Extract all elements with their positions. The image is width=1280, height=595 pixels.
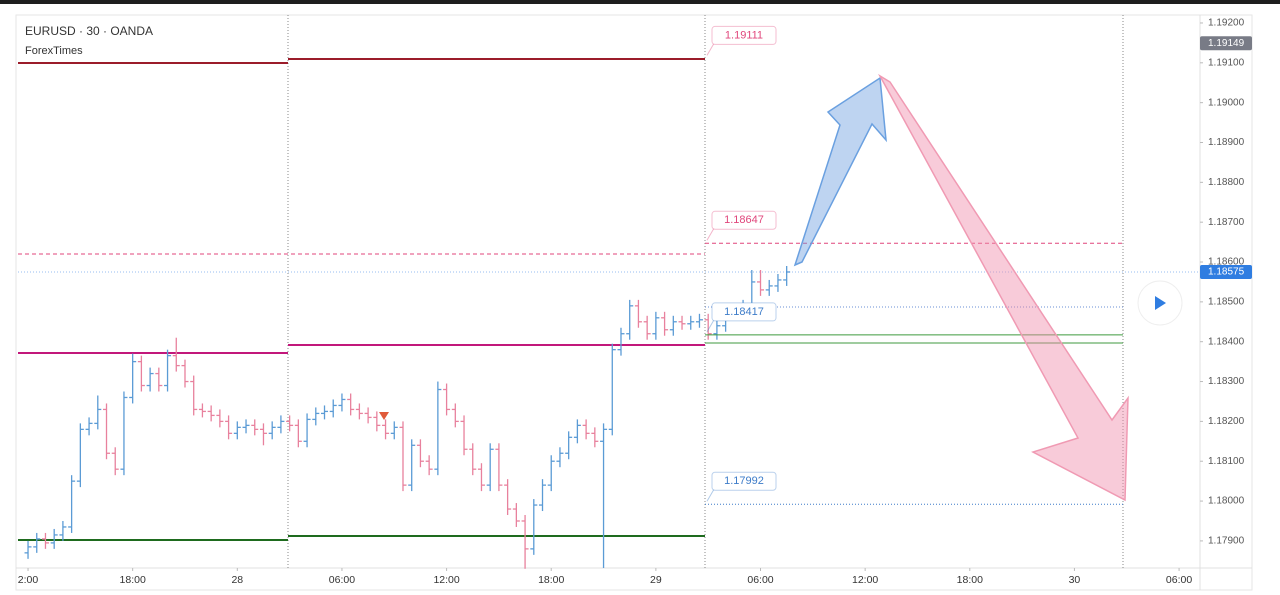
price-label: 1.17992 — [724, 475, 764, 487]
price-tag — [1200, 264, 1252, 279]
y-tick-label: 1.17900 — [1208, 536, 1245, 547]
down-arrow — [878, 73, 1129, 502]
y-tick-label: 1.18200 — [1208, 416, 1245, 427]
indicator-name: ForexTimes — [25, 45, 83, 57]
plot — [18, 242, 1200, 569]
x-tick-label: 12:00 — [433, 574, 459, 586]
x-tick-label: 18:00 — [957, 574, 983, 586]
price-label-box — [711, 302, 777, 322]
label-connector — [706, 319, 715, 333]
x-tick-label: 18:00 — [538, 574, 564, 586]
x-tick-label: 06:00 — [1166, 574, 1192, 586]
y-tick-label: 1.18900 — [1208, 137, 1245, 148]
top-bar — [0, 0, 1280, 4]
y-tick-label: 1.19000 — [1208, 97, 1245, 108]
y-tick-label: 1.18700 — [1208, 217, 1245, 228]
y-tick-label: 1.18000 — [1208, 496, 1245, 507]
price-label-box — [711, 471, 777, 491]
chart-title: EURUSD · 30 · OANDA — [25, 24, 153, 38]
price-label-box — [711, 210, 777, 230]
price-tag — [1200, 36, 1252, 51]
y-tick-label: 1.18800 — [1208, 177, 1245, 188]
x-tick-label: 06:00 — [747, 574, 773, 586]
y-tick-label: 1.18300 — [1208, 376, 1245, 387]
y-tick-label: 1.18100 — [1208, 456, 1245, 467]
price-tag-label: 1.19149 — [1208, 38, 1245, 49]
play-icon — [1155, 296, 1166, 310]
price-label: 1.18417 — [724, 306, 764, 318]
y-tick-label: 1.18400 — [1208, 336, 1245, 347]
x-tick-label: 30 — [1069, 574, 1081, 586]
y-tick-label: 1.19200 — [1208, 18, 1245, 29]
x-tick-label: 29 — [650, 574, 662, 586]
x-tick-label: 28 — [231, 574, 243, 586]
price-tag-label: 1.18575 — [1208, 267, 1245, 278]
x-tick-label: 18:00 — [120, 574, 146, 586]
label-connector — [706, 489, 715, 502]
price-label-box — [711, 25, 777, 45]
y-tick-label: 1.18600 — [1208, 257, 1245, 268]
session-dividers — [287, 15, 1124, 568]
label-connector — [706, 228, 715, 241]
signal-marker — [379, 412, 389, 420]
x-tick-label: 2:00 — [18, 574, 39, 586]
price-label: 1.19111 — [725, 29, 763, 41]
up-arrow — [793, 76, 887, 267]
chart-frame — [15, 14, 1253, 591]
x-tick-label: 06:00 — [329, 574, 355, 586]
price-label: 1.18647 — [724, 214, 764, 226]
legend-bg — [18, 20, 158, 62]
y-tick-label: 1.18500 — [1208, 296, 1245, 307]
label-connector — [706, 43, 715, 56]
x-tick-label: 12:00 — [852, 574, 878, 586]
y-tick-label: 1.19100 — [1208, 57, 1245, 68]
